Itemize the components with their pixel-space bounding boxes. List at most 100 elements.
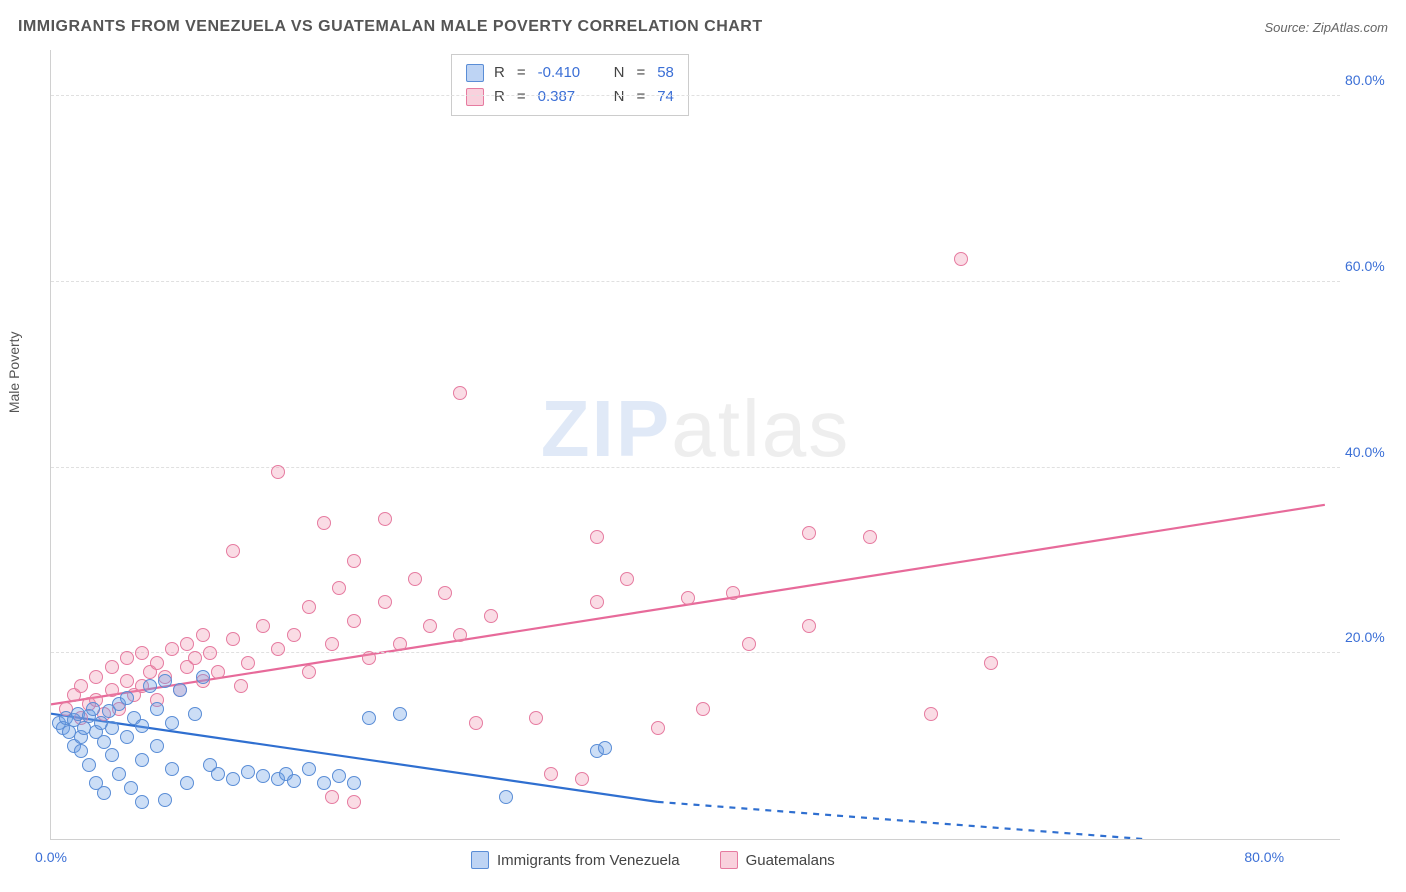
point-guatemalans xyxy=(135,646,149,660)
point-venezuela xyxy=(97,735,111,749)
n-label: N xyxy=(614,61,625,85)
y-tick-label: 20.0% xyxy=(1345,629,1400,645)
legend-label-guatemalans: Guatemalans xyxy=(746,852,835,869)
legend-item-guatemalans: Guatemalans xyxy=(720,851,835,869)
point-guatemalans xyxy=(325,637,339,651)
point-guatemalans xyxy=(302,665,316,679)
swatch-blue-icon xyxy=(471,851,489,869)
x-tick-label: 0.0% xyxy=(35,849,67,865)
point-guatemalans xyxy=(696,702,710,716)
point-venezuela xyxy=(196,670,210,684)
stats-row-guatemalans: R = 0.387 N = 74 xyxy=(466,85,674,109)
point-guatemalans xyxy=(105,660,119,674)
point-guatemalans xyxy=(423,619,437,633)
gridline xyxy=(51,467,1340,468)
point-guatemalans xyxy=(408,572,422,586)
source-label: Source: ZipAtlas.com xyxy=(1264,20,1388,35)
watermark-part2: atlas xyxy=(671,384,850,473)
point-guatemalans xyxy=(393,637,407,651)
point-venezuela xyxy=(158,674,172,688)
point-venezuela xyxy=(135,719,149,733)
stats-row-venezuela: R = -0.410 N = 58 xyxy=(466,61,674,85)
point-venezuela xyxy=(135,753,149,767)
point-guatemalans xyxy=(256,619,270,633)
point-guatemalans xyxy=(165,642,179,656)
point-venezuela xyxy=(120,691,134,705)
y-tick-label: 40.0% xyxy=(1345,444,1400,460)
stats-legend: R = -0.410 N = 58 R = 0.387 N = 74 xyxy=(451,54,689,116)
watermark-part1: ZIP xyxy=(541,384,671,473)
point-venezuela xyxy=(165,716,179,730)
point-venezuela xyxy=(143,679,157,693)
point-guatemalans xyxy=(120,651,134,665)
n-label: N xyxy=(614,85,625,109)
point-venezuela xyxy=(241,765,255,779)
point-venezuela xyxy=(124,781,138,795)
point-venezuela xyxy=(82,758,96,772)
point-guatemalans xyxy=(302,600,316,614)
point-guatemalans xyxy=(105,683,119,697)
point-venezuela xyxy=(362,711,376,725)
point-venezuela xyxy=(105,721,119,735)
point-guatemalans xyxy=(226,632,240,646)
point-guatemalans xyxy=(438,586,452,600)
point-guatemalans xyxy=(271,465,285,479)
point-venezuela xyxy=(332,769,346,783)
point-venezuela xyxy=(347,776,361,790)
point-venezuela xyxy=(120,730,134,744)
point-guatemalans xyxy=(347,554,361,568)
point-guatemalans xyxy=(180,637,194,651)
point-guatemalans xyxy=(453,386,467,400)
point-guatemalans xyxy=(742,637,756,651)
point-venezuela xyxy=(317,776,331,790)
point-guatemalans xyxy=(544,767,558,781)
point-guatemalans xyxy=(89,670,103,684)
point-guatemalans xyxy=(203,646,217,660)
gridline xyxy=(51,281,1340,282)
point-guatemalans xyxy=(362,651,376,665)
point-guatemalans xyxy=(453,628,467,642)
point-guatemalans xyxy=(317,516,331,530)
point-venezuela xyxy=(135,795,149,809)
n-value-venezuela: 58 xyxy=(657,61,674,85)
swatch-pink-icon xyxy=(466,88,484,106)
point-venezuela xyxy=(211,767,225,781)
swatch-blue-icon xyxy=(466,64,484,82)
point-guatemalans xyxy=(74,679,88,693)
chart-title: IMMIGRANTS FROM VENEZUELA VS GUATEMALAN … xyxy=(18,18,763,36)
point-guatemalans xyxy=(332,581,346,595)
scatter-chart: ZIPatlas R = -0.410 N = 58 R = 0.387 N =… xyxy=(50,50,1340,840)
point-venezuela xyxy=(86,702,100,716)
point-guatemalans xyxy=(241,656,255,670)
eq-sign: = xyxy=(636,61,645,85)
point-venezuela xyxy=(112,767,126,781)
gridline xyxy=(51,95,1340,96)
point-guatemalans xyxy=(211,665,225,679)
point-guatemalans xyxy=(226,544,240,558)
point-venezuela xyxy=(302,762,316,776)
point-venezuela xyxy=(256,769,270,783)
point-guatemalans xyxy=(651,721,665,735)
point-guatemalans xyxy=(287,628,301,642)
point-guatemalans xyxy=(575,772,589,786)
point-venezuela xyxy=(393,707,407,721)
x-tick-label: 80.0% xyxy=(1244,849,1284,865)
n-value-guatemalans: 74 xyxy=(657,85,674,109)
point-venezuela xyxy=(226,772,240,786)
point-guatemalans xyxy=(271,642,285,656)
point-venezuela xyxy=(150,739,164,753)
r-label: R xyxy=(494,61,505,85)
point-guatemalans xyxy=(347,795,361,809)
point-guatemalans xyxy=(590,530,604,544)
point-guatemalans xyxy=(196,628,210,642)
point-guatemalans xyxy=(347,614,361,628)
eq-sign: = xyxy=(517,85,526,109)
point-venezuela xyxy=(105,748,119,762)
watermark: ZIPatlas xyxy=(541,383,850,475)
r-value-venezuela: -0.410 xyxy=(538,61,590,85)
point-guatemalans xyxy=(469,716,483,730)
trendlines-svg xyxy=(51,50,1340,839)
y-axis-label: Male Poverty xyxy=(6,331,22,413)
point-venezuela xyxy=(150,702,164,716)
point-venezuela xyxy=(287,774,301,788)
